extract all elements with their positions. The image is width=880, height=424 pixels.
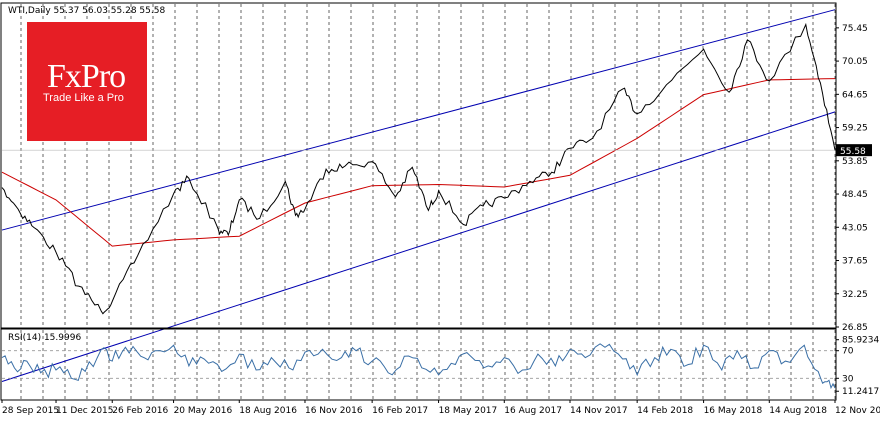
y-tick-label: 43.05: [842, 223, 868, 233]
x-tick-label: 14 Nov 2017: [570, 406, 628, 416]
rsi-y-tick-label: 11.2417: [842, 387, 879, 397]
y-tick-label: 32.25: [842, 290, 868, 300]
rsi-panel-frame: [0, 328, 837, 401]
last-price-label: 55.58: [840, 147, 866, 157]
x-tick-label: 20 May 2016: [174, 406, 233, 416]
x-tick-label: 16 Feb 2017: [372, 406, 428, 416]
y-tick-label: 59.25: [842, 124, 868, 134]
x-tick-label: 18 May 2017: [439, 406, 498, 416]
logo-text: FxPro: [47, 58, 126, 95]
last-price-badge: [836, 144, 872, 157]
y-tick-label: 64.65: [842, 90, 868, 100]
y-tick-label: 26.85: [842, 323, 868, 333]
y-tick-label: 37.65: [842, 257, 868, 267]
x-tick-label: 28 Sep 2015: [2, 406, 59, 416]
y-tick-label: 70.05: [842, 57, 868, 67]
x-tick-label: 26 Feb 2016: [112, 406, 168, 416]
rsi-y-tick-label: 85.9234: [842, 336, 879, 346]
x-tick-label: 12 Nov 2018: [835, 406, 880, 416]
rsi-line: [1, 343, 836, 390]
axes: 75.45 70.05 64.65 59.25 53.85 48.45 43.05 37.65…: [0, 2, 880, 416]
fxpro-logo: FxPro Trade Like a Pro: [27, 22, 147, 141]
x-tick-label: 18 Aug 2016: [239, 406, 297, 416]
rsi-y-tick-label: 30: [842, 374, 854, 384]
y-tick-label: 48.45: [842, 190, 868, 200]
channel-line: [1, 111, 836, 382]
x-tick-label: 16 May 2018: [704, 406, 763, 416]
x-tick-label: 14 Aug 2018: [769, 406, 827, 416]
y-tick-label: 53.85: [842, 157, 868, 167]
chart-title: WTI,Daily 55.37 56.03 55.28 55.58: [8, 6, 165, 16]
rsi-title: RSI(14) 15.9996: [8, 333, 81, 343]
x-tick-label: 16 Aug 2017: [504, 406, 562, 416]
main-chart: [1, 9, 836, 382]
channel-line: [1, 9, 836, 231]
main-panel-frame: [0, 2, 837, 329]
y-tick-label: 75.45: [842, 24, 868, 34]
price-line: [1, 22, 836, 315]
rsi-chart: [1, 343, 836, 390]
x-tick-label: 16 Nov 2016: [305, 406, 363, 416]
moving-average-line: [1, 78, 836, 247]
x-tick-label: 14 Feb 2018: [637, 406, 693, 416]
rsi-y-tick-label: 70: [842, 347, 854, 357]
x-tick-label: 11 Dec 2015: [56, 406, 113, 416]
logo-tagline: Trade Like a Pro: [43, 92, 124, 104]
